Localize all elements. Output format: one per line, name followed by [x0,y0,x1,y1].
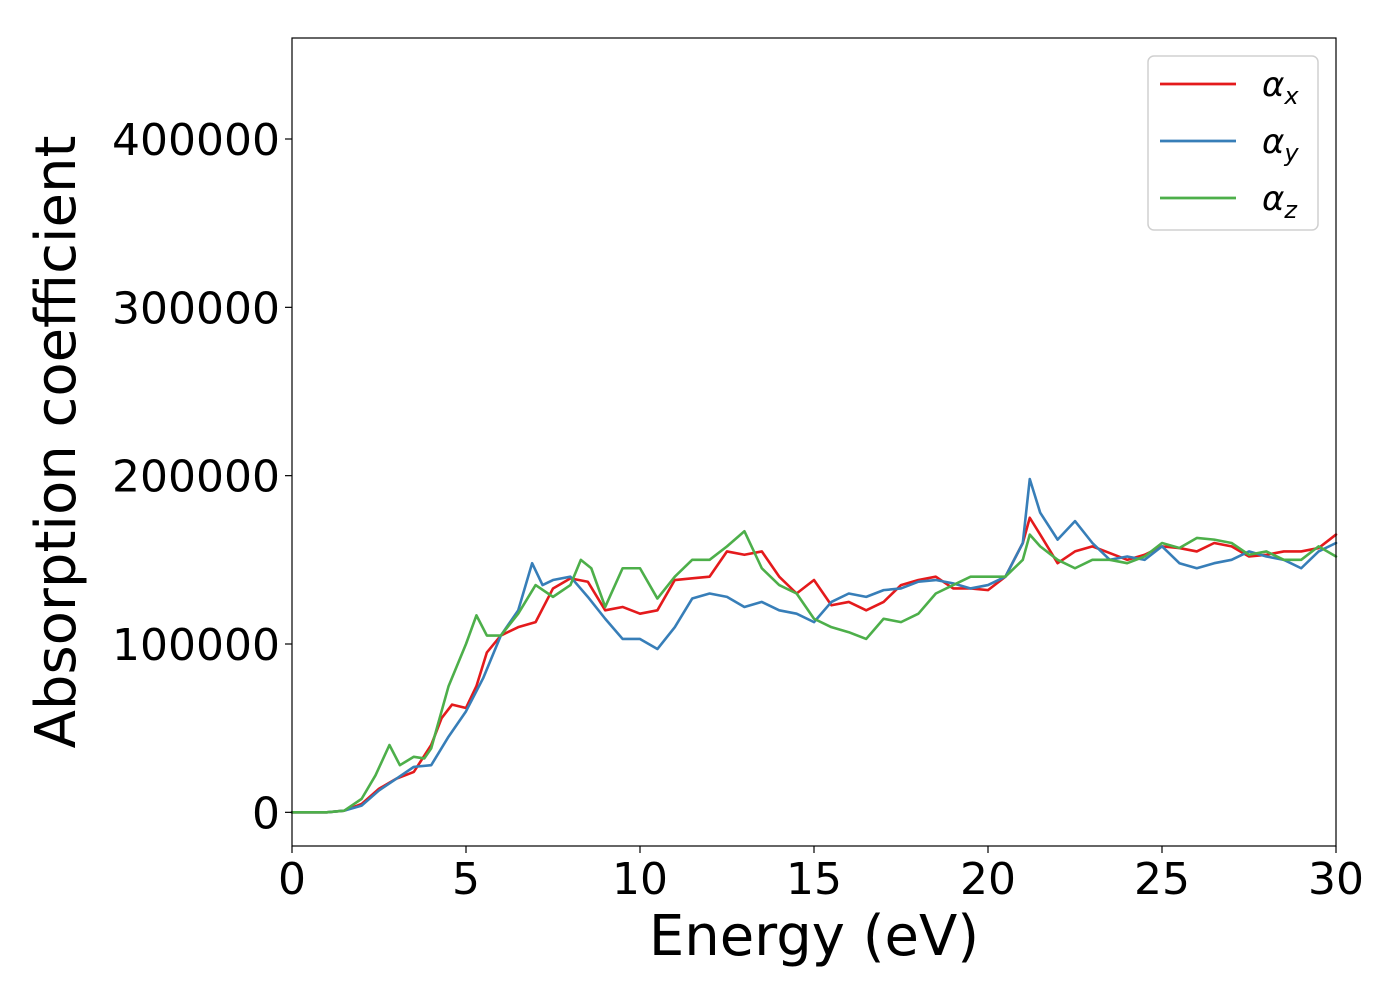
x-tick-label: 25 [1134,854,1190,905]
series-line-x [290,516,1338,814]
series-line-y [290,477,1338,814]
y-tick-label: 400000 [112,115,280,166]
y-tick-label: 100000 [112,620,280,671]
legend-box [1147,55,1319,231]
x-axis: 0 5 10 15 20 25 30 [278,846,1364,905]
y-tick-label: 300000 [112,283,280,334]
legend: αx αy αz [1147,55,1319,231]
x-tick-label: 20 [960,854,1016,905]
legend-label-x: αx [1262,65,1299,110]
series-layer [290,477,1338,814]
legend-label-z: αz [1262,179,1298,224]
series-line-z [290,529,1338,814]
y-axis-label: Absorption coefficient [24,136,89,749]
y-axis: 0 100000 200000 300000 400000 [112,115,292,839]
x-tick-label: 5 [452,854,480,905]
x-axis-label: Energy (eV) [649,904,979,969]
x-tick-label: 30 [1308,854,1364,905]
x-tick-label: 0 [278,854,306,905]
legend-label-y: αy [1262,122,1299,167]
y-tick-label: 0 [252,788,280,839]
y-tick-label: 200000 [112,452,280,503]
x-tick-label: 10 [612,854,668,905]
x-tick-label: 15 [786,854,842,905]
